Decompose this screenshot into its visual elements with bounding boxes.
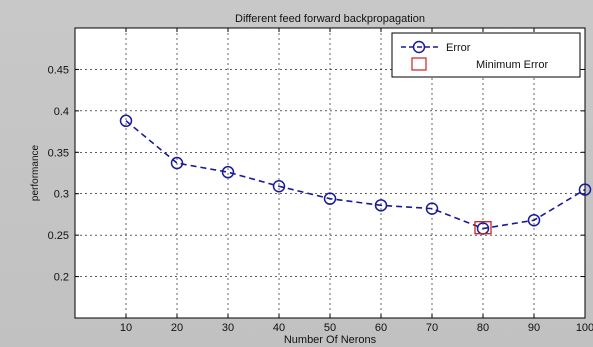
y-axis-title: performance — [30, 144, 41, 201]
x-tick-label: 90 — [528, 322, 540, 334]
error-point — [272, 180, 286, 193]
x-tick-label: 60 — [375, 322, 387, 334]
y-tick-label: 0.25 — [48, 230, 69, 242]
error-point — [527, 213, 541, 227]
error-point — [578, 183, 592, 196]
legend-minimum-label: Minimum Error — [476, 59, 548, 71]
y-tick-label: 0.2 — [54, 272, 69, 284]
error-point — [221, 165, 235, 179]
series-layer — [119, 114, 592, 235]
y-tick-label: 0.35 — [48, 147, 69, 159]
x-tick-label: 50 — [324, 322, 336, 334]
error-point — [425, 202, 439, 215]
y-tick-label: 0.3 — [54, 189, 69, 201]
x-tick-label: 100 — [576, 322, 593, 334]
x-tick-label: 80 — [477, 322, 489, 334]
tick-marks — [75, 28, 586, 318]
error-point — [119, 114, 133, 128]
legend-error-label: Error — [446, 42, 471, 54]
x-tick-label: 10 — [120, 322, 132, 334]
x-tick-label: 40 — [273, 322, 285, 334]
y-tick-label: 0.4 — [54, 106, 69, 118]
minimum-error-point — [474, 221, 492, 235]
legend-error-marker — [412, 40, 426, 54]
error-point — [374, 199, 388, 212]
legend: Error Minimum Error — [391, 32, 581, 78]
error-point — [170, 156, 184, 170]
x-tick-label: 20 — [171, 322, 183, 334]
error-point — [323, 192, 337, 205]
legend-minimum-marker — [411, 57, 427, 71]
error-series-line — [125, 120, 586, 230]
y-tick-labels: 0.2 0.25 0.3 0.35 0.4 0.45 — [48, 64, 69, 283]
x-tick-label: 30 — [222, 322, 234, 334]
x-tick-labels: 10 20 30 40 50 60 70 80 90 100 — [120, 322, 593, 334]
x-tick-label: 70 — [426, 322, 438, 334]
chart-title: Different feed forward backpropagation — [235, 13, 425, 25]
x-axis-title: Number Of Nerons — [284, 334, 377, 346]
y-tick-label: 0.45 — [48, 64, 69, 76]
